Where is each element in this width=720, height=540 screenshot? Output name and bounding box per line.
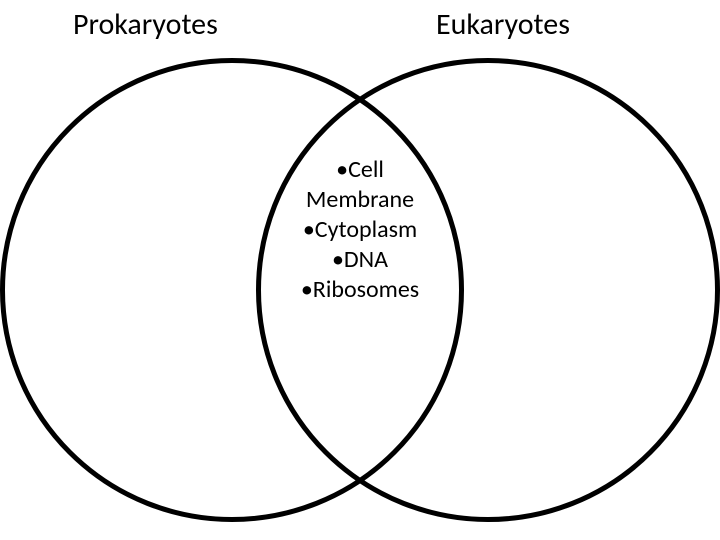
overlap-item: •Cell — [270, 155, 450, 185]
overlap-region: •Cell Membrane •Cytoplasm •DNA •Ribosome… — [270, 155, 450, 305]
overlap-item: •Cytoplasm — [270, 215, 450, 245]
overlap-item: •Ribosomes — [270, 275, 450, 305]
overlap-item: •DNA — [270, 245, 450, 275]
overlap-item: Membrane — [270, 185, 450, 215]
right-title: Eukaryotes — [436, 6, 570, 43]
left-title: Prokaryotes — [73, 6, 218, 43]
